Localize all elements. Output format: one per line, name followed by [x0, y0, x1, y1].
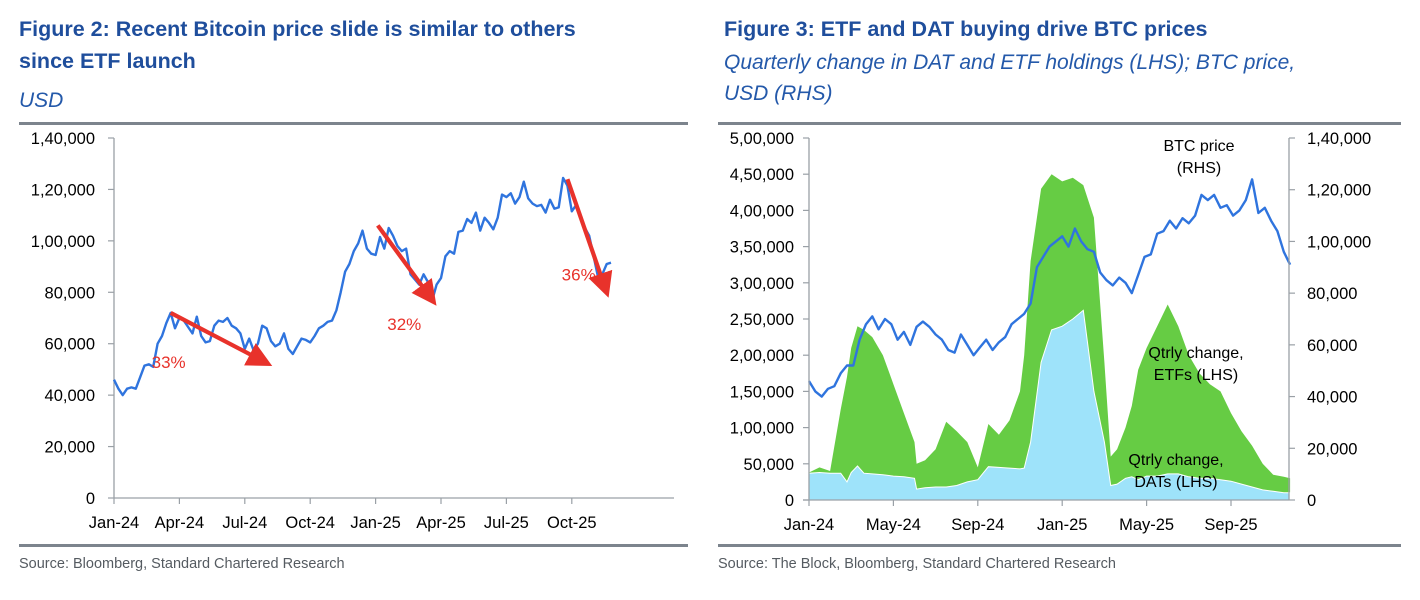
x-tick-label: Apr-25 [416, 514, 466, 532]
dat-annotation-line: Qtrly change, [1128, 452, 1223, 469]
figure-3-subtitle-line-1: Quarterly change in DAT and ETF holdings… [724, 51, 1296, 74]
figure-3-top-rule [718, 122, 1401, 125]
x-tick-label: May-24 [866, 516, 921, 534]
figure-3-source: Source: The Block, Bloomberg, Standard C… [718, 556, 1116, 572]
etf-annotation-line: Qtrly change, [1148, 345, 1243, 362]
drawdown-label: 32% [387, 315, 421, 334]
left-y-tick-label: 4,00,000 [730, 202, 794, 220]
figure-2-bottom-rule [19, 544, 688, 547]
y-tick-label: 0 [86, 490, 95, 508]
x-tick-label: Jan-25 [350, 514, 400, 532]
figure-2-title: Figure 2: Recent Bitcoin price slide is … [19, 13, 576, 77]
drawdown-arrow [169, 310, 273, 366]
drawdown-label: 33% [152, 353, 186, 372]
dat-annotation-line: DATs (LHS) [1134, 474, 1217, 491]
x-tick-label: Apr-24 [155, 514, 205, 532]
x-tick-label: Jan-25 [1037, 516, 1087, 534]
drawdown-arrow [376, 224, 437, 306]
x-tick-label: Jan-24 [784, 516, 834, 534]
figure-3-bottom-rule [718, 544, 1401, 547]
figure-3-chart: 0 50,000 1,00,000 1,50,000 2,00,000 2,50,000 3… [730, 130, 1371, 534]
figure-2-panel: Figure 2: Recent Bitcoin price slide is … [19, 13, 688, 572]
x-tick-label: Sep-24 [951, 516, 1004, 534]
y-tick-label: 20,000 [45, 439, 95, 457]
left-y-tick-label: 3,50,000 [730, 239, 794, 257]
left-y-tick-label: 0 [785, 492, 794, 510]
y-tick-label: 1,40,000 [31, 130, 95, 148]
right-y-tick-label: 0 [1307, 492, 1316, 510]
right-y-tick-label: 40,000 [1307, 389, 1357, 407]
x-tick-label: Oct-24 [285, 514, 335, 532]
figure-2-source: Source: Bloomberg, Standard Chartered Re… [19, 556, 345, 572]
x-tick-label: May-25 [1119, 516, 1174, 534]
figure-2-subtitle: USD [19, 89, 64, 112]
figure-2-top-rule [19, 122, 688, 125]
y-tick-label: 1,20,000 [31, 181, 95, 199]
right-y-tick-label: 1,00,000 [1307, 233, 1371, 251]
right-y-tick-label: 60,000 [1307, 337, 1357, 355]
x-tick-label: Jul-24 [222, 514, 267, 532]
right-y-tick-label: 1,40,000 [1307, 130, 1371, 148]
left-y-tick-label: 50,000 [744, 456, 794, 474]
y-tick-label: 80,000 [45, 284, 95, 302]
left-y-tick-label: 5,00,000 [730, 130, 794, 148]
btc-price-line [807, 178, 1292, 398]
left-y-tick-label: 2,00,000 [730, 347, 794, 365]
drawdown-label: 36% [562, 265, 596, 284]
right-y-tick-label: 80,000 [1307, 285, 1357, 303]
figure-3-subtitle-line-2: USD (RHS) [724, 82, 833, 105]
x-tick-label: Jan-24 [89, 514, 139, 532]
figure-2-title-line-1: Figure 2: Recent Bitcoin price slide is … [19, 17, 576, 41]
x-tick-label: Oct-25 [547, 514, 597, 532]
figure-2-title-line-2: since ETF launch [19, 49, 196, 73]
dat-area [808, 309, 1291, 501]
x-tick-label: Jul-25 [484, 514, 529, 532]
left-y-tick-label: 2,50,000 [730, 311, 794, 329]
etf-annotation-line: ETFs (LHS) [1154, 367, 1238, 384]
y-tick-label: 1,00,000 [31, 233, 95, 251]
left-y-tick-label: 1,50,000 [730, 383, 794, 401]
right-y-tick-label: 1,20,000 [1307, 182, 1371, 200]
btc-price-annotation-line: BTC price [1163, 138, 1234, 155]
btc-price-annotation-line: (RHS) [1177, 160, 1221, 177]
left-y-tick-label: 4,50,000 [730, 166, 794, 184]
figure-3-title: Figure 3: ETF and DAT buying drive BTC p… [724, 17, 1208, 41]
btc-price-line [112, 176, 612, 397]
left-y-tick-label: 3,00,000 [730, 275, 794, 293]
figure-3-panel: Figure 3: ETF and DAT buying drive BTC p… [705, 0, 1420, 600]
right-y-tick-label: 20,000 [1307, 440, 1357, 458]
x-tick-label: Sep-25 [1204, 516, 1257, 534]
figure-2-chart: 0 20,000 40,000 60,000 80,000 1,00,000 1,20,00… [31, 130, 674, 532]
figure-3-subtitle: Quarterly change in DAT and ETF holdings… [724, 47, 1295, 109]
y-tick-label: 60,000 [45, 336, 95, 354]
y-tick-label: 40,000 [45, 387, 95, 405]
left-y-tick-label: 1,00,000 [730, 420, 794, 438]
drawdown-arrow [565, 178, 613, 298]
